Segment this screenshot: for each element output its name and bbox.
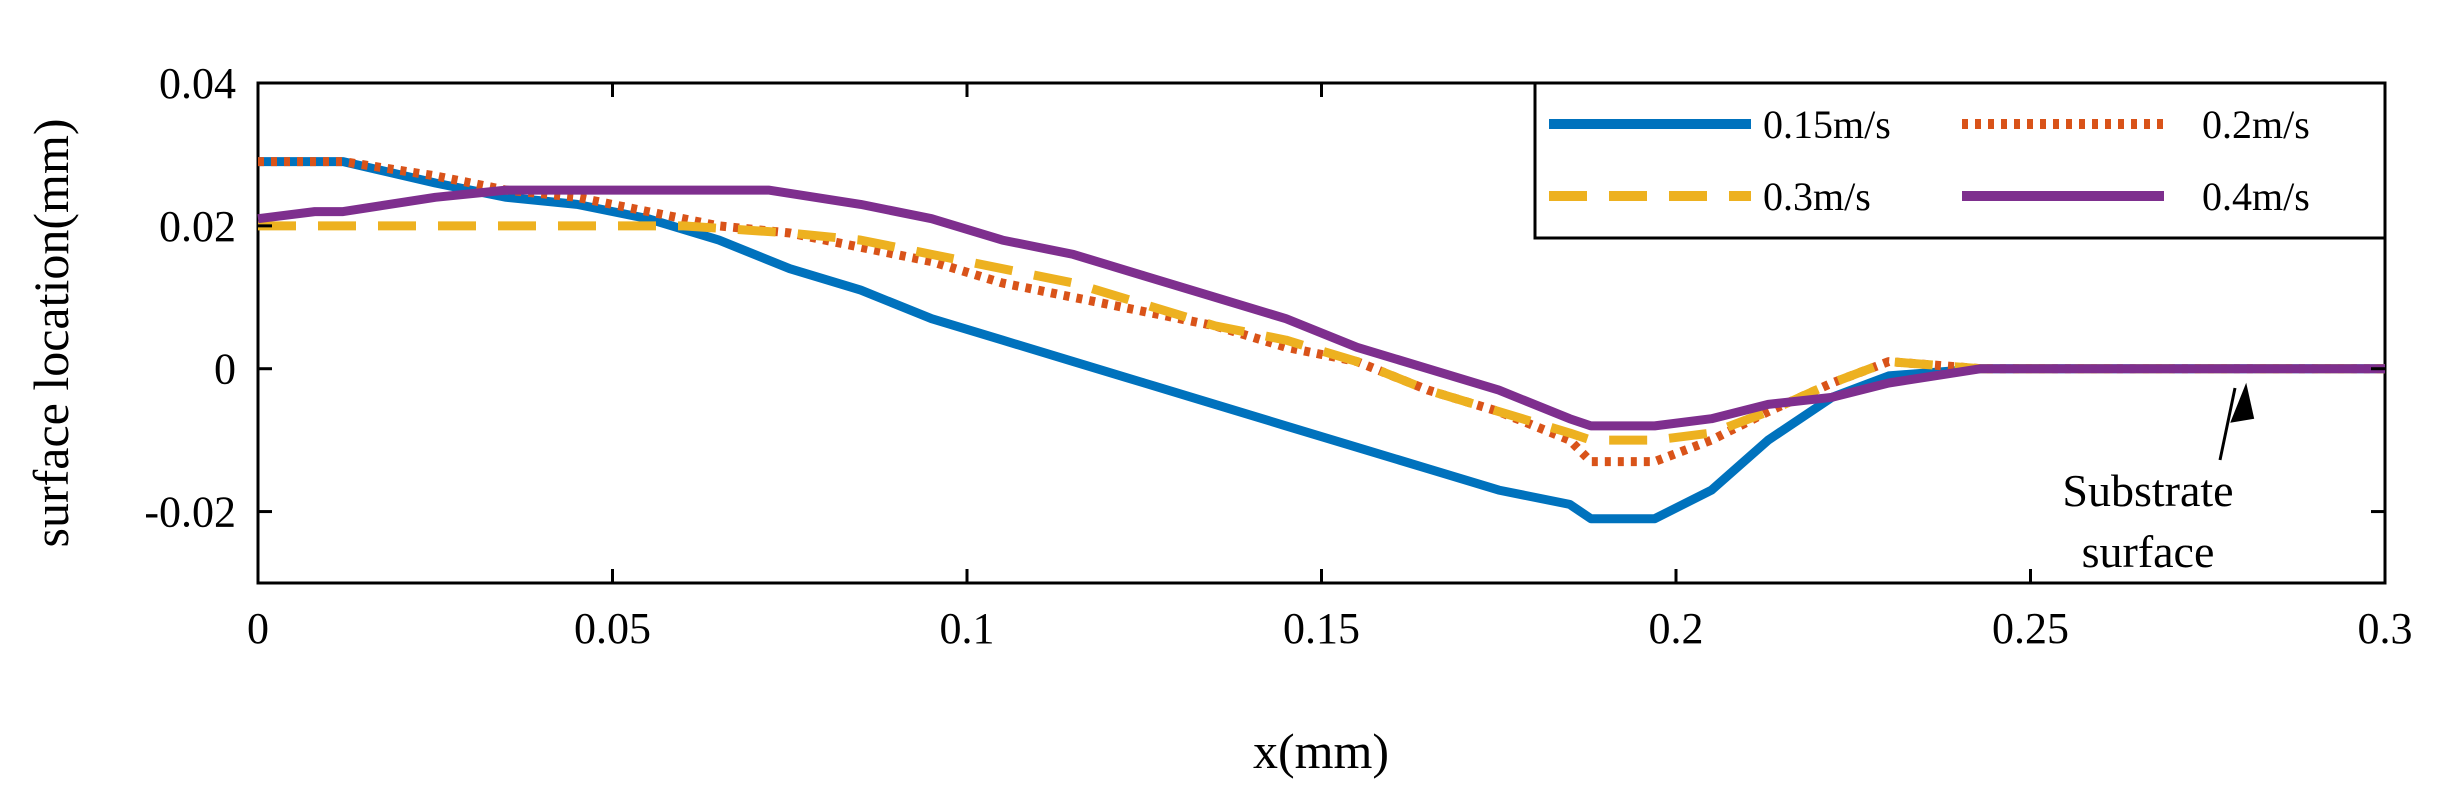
legend: 0.15m/s 0.2m/s 0.3m/s 0.4m/s (1533, 81, 2387, 240)
y-tick-label: -0.02 (144, 488, 236, 537)
x-tick-label: 0.3 (2358, 604, 2413, 653)
substrate-annotation: Substrate surface (2062, 382, 2255, 577)
x-tick-label: 0.2 (1649, 604, 1704, 653)
x-tick-label: 0.05 (574, 604, 651, 653)
annotation-arrow-shaft (2218, 387, 2237, 461)
annotation-line-2: surface (2082, 526, 2215, 577)
x-tick-label: 0.25 (1992, 604, 2069, 653)
y-axis-label: surface location(mm) (23, 119, 79, 548)
legend-label-0-15: 0.15m/s (1763, 102, 1891, 147)
legend-label-0-3: 0.3m/s (1763, 174, 1871, 219)
x-tick-label: 0 (247, 604, 269, 653)
series-layer (257, 157, 2385, 524)
legend-label-0-4: 0.4m/s (2202, 174, 2310, 219)
series-line-0-4m-s (257, 185, 2385, 431)
x-tick-label: 0.1 (940, 604, 995, 653)
y-tick-label: 0 (214, 345, 236, 394)
legend-label-0-2: 0.2m/s (2202, 102, 2310, 147)
annotation-arrow-head (2230, 382, 2255, 423)
y-tick-label: 0.04 (159, 59, 236, 108)
x-axis-label: x(mm) (1253, 723, 1389, 779)
series-line-0-15m-s (258, 157, 2385, 524)
x-tick-label: 0.15 (1283, 604, 1360, 653)
axis-layer: 0 0.05 0.1 0.15 0.2 0.25 0.3 -0.02 0 0.02 0.04 (144, 59, 2412, 653)
y-tick-label: 0.02 (159, 202, 236, 251)
annotation-line-1: Substrate (2062, 465, 2233, 516)
legend-box (1533, 81, 2387, 240)
